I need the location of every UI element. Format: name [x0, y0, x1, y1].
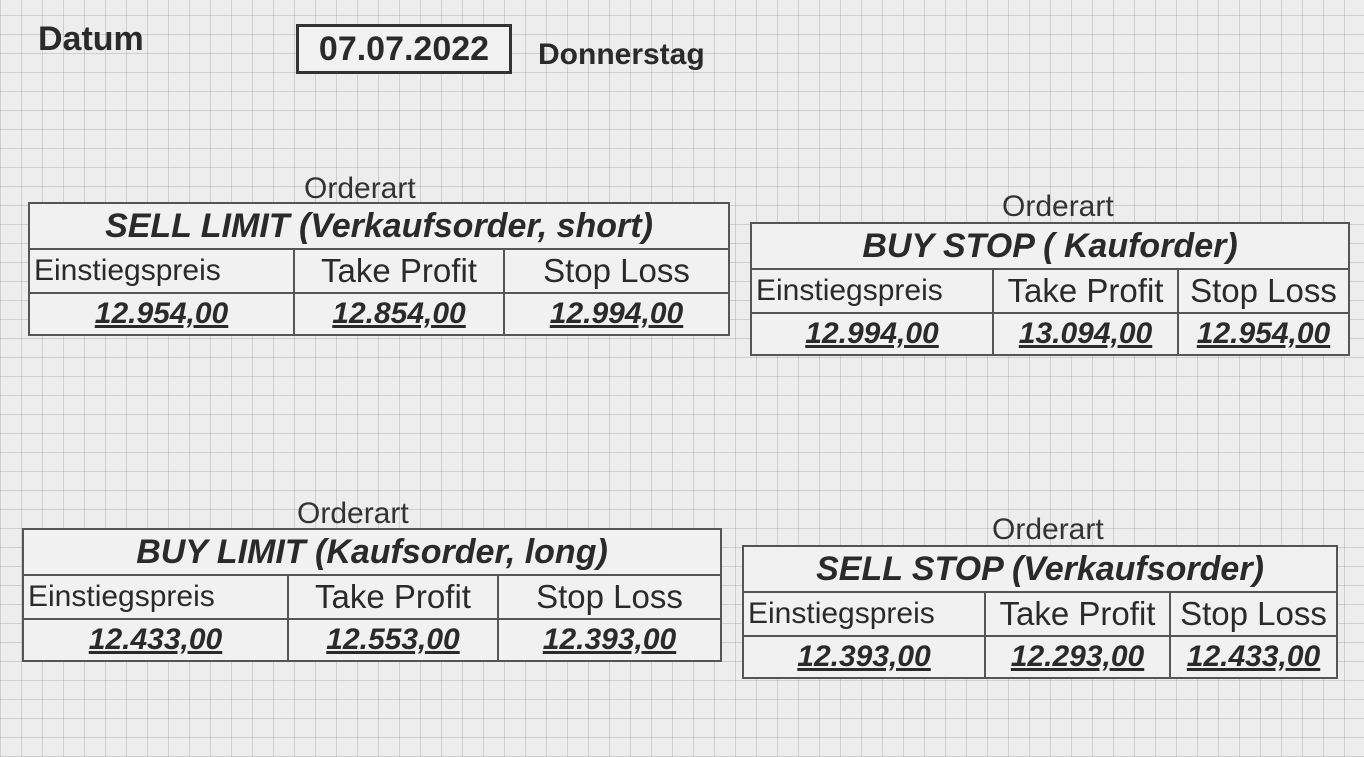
- header-entry[interactable]: Einstiegspreis: [750, 268, 994, 314]
- entry-value[interactable]: 12.994,00: [750, 312, 994, 356]
- stop-loss-value[interactable]: 12.393,00: [497, 618, 722, 662]
- take-profit-value[interactable]: 12.293,00: [984, 635, 1171, 679]
- stop-loss-value[interactable]: 12.954,00: [1177, 312, 1350, 356]
- order-table-sell-limit: SELL LIMIT (Verkaufsorder, short) Einsti…: [28, 202, 730, 336]
- orderart-label: Orderart: [297, 497, 409, 530]
- entry-value[interactable]: 12.954,00: [28, 292, 295, 336]
- order-title[interactable]: SELL STOP (Verkaufsorder): [742, 545, 1338, 593]
- entry-value[interactable]: 12.393,00: [742, 635, 986, 679]
- orderart-label: Orderart: [1002, 190, 1114, 223]
- header-take-profit[interactable]: Take Profit: [287, 574, 499, 620]
- header-entry[interactable]: Einstiegspreis: [22, 574, 289, 620]
- order-title[interactable]: SELL LIMIT (Verkaufsorder, short): [28, 202, 730, 250]
- take-profit-value[interactable]: 13.094,00: [992, 312, 1179, 356]
- order-table-buy-stop: BUY STOP ( Kauforder) Einstiegspreis Tak…: [750, 222, 1350, 356]
- order-title[interactable]: BUY LIMIT (Kaufsorder, long): [22, 528, 722, 576]
- datum-label: Datum: [38, 20, 144, 58]
- weekday-cell[interactable]: Donnerstag: [538, 38, 705, 71]
- take-profit-value[interactable]: 12.854,00: [293, 292, 505, 336]
- stop-loss-value[interactable]: 12.994,00: [503, 292, 730, 336]
- header-entry[interactable]: Einstiegspreis: [28, 248, 295, 294]
- order-table-buy-limit: BUY LIMIT (Kaufsorder, long) Einstiegspr…: [22, 528, 722, 662]
- header-stop-loss[interactable]: Stop Loss: [1169, 591, 1338, 637]
- header-stop-loss[interactable]: Stop Loss: [497, 574, 722, 620]
- order-table-sell-stop: SELL STOP (Verkaufsorder) Einstiegspreis…: [742, 545, 1338, 679]
- header-stop-loss[interactable]: Stop Loss: [1177, 268, 1350, 314]
- entry-value[interactable]: 12.433,00: [22, 618, 289, 662]
- orderart-label: Orderart: [992, 513, 1104, 546]
- header-take-profit[interactable]: Take Profit: [992, 268, 1179, 314]
- take-profit-value[interactable]: 12.553,00: [287, 618, 499, 662]
- order-title[interactable]: BUY STOP ( Kauforder): [750, 222, 1350, 270]
- header-take-profit[interactable]: Take Profit: [984, 591, 1171, 637]
- header-entry[interactable]: Einstiegspreis: [742, 591, 986, 637]
- header-take-profit[interactable]: Take Profit: [293, 248, 505, 294]
- date-cell[interactable]: 07.07.2022: [296, 24, 512, 74]
- stop-loss-value[interactable]: 12.433,00: [1169, 635, 1338, 679]
- orderart-label: Orderart: [304, 172, 416, 205]
- header-stop-loss[interactable]: Stop Loss: [503, 248, 730, 294]
